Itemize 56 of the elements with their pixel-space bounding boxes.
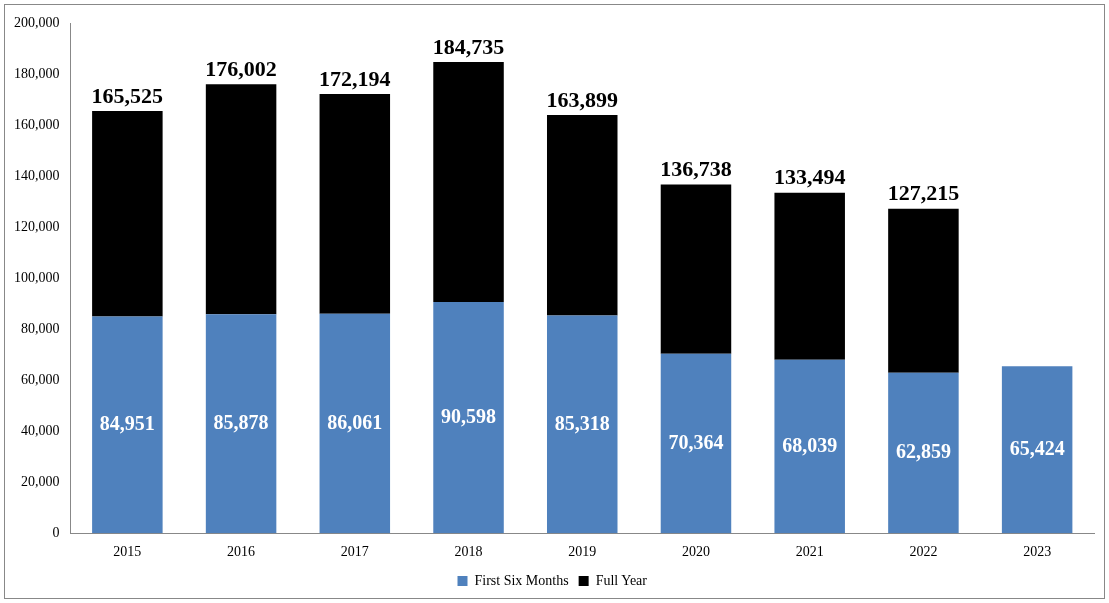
x-tick-label: 2021 [795,544,824,560]
data-label: 86,061 [327,410,383,433]
bar [433,302,504,534]
bar [205,84,277,315]
y-tick-label: 0 [52,524,60,540]
data-label: 85,318 [554,411,610,434]
bar [547,315,618,534]
y-tick-label: 60,000 [21,371,60,387]
y-tick-label: 80,000 [21,320,60,336]
data-label: 90,598 [441,404,497,427]
legend-label: Full Year [595,572,648,588]
total-label: 184,735 [432,33,505,59]
bar [774,192,845,360]
bar [774,359,845,534]
x-tick-label: 2023 [1023,544,1052,560]
legend-label: First Six Months [474,572,569,588]
data-label: 65,424 [1009,436,1065,459]
data-label: 70,364 [668,430,724,453]
total-label: 136,738 [660,156,732,182]
x-tick-label: 2015 [113,544,142,560]
bar [888,372,959,534]
total-label: 133,494 [773,164,846,190]
bar [319,313,391,534]
y-tick-label: 40,000 [21,422,60,438]
y-tick-label: 140,000 [14,167,60,183]
bar [888,208,959,373]
x-tick-label: 2016 [227,544,256,560]
bar [92,316,163,534]
y-tick-label: 100,000 [14,269,60,285]
bar [660,353,732,534]
bar [1001,366,1073,534]
y-tick-label: 160,000 [14,116,60,132]
y-tick-label: 200,000 [14,14,60,30]
bar [547,115,618,316]
x-tick-label: 2017 [340,544,369,560]
y-tick-label: 20,000 [21,473,60,489]
x-tick-label: 2019 [568,544,597,560]
y-tick-label: 180,000 [14,65,60,81]
x-tick-label: 2020 [681,544,710,560]
data-label: 68,039 [782,433,838,456]
bar [319,93,391,314]
y-tick-label: 120,000 [14,218,60,234]
total-label: 127,215 [887,180,960,206]
total-label: 172,194 [319,65,391,91]
data-label: 84,951 [99,412,155,435]
total-label: 176,002 [205,55,277,81]
total-label: 163,899 [546,86,618,112]
bar [660,184,732,354]
bar [205,314,277,534]
x-tick-label: 2018 [454,544,483,560]
data-label: 62,859 [895,440,951,463]
bar [433,61,504,303]
x-tick-label: 2022 [909,544,938,560]
total-label: 165,525 [91,82,164,108]
bar [92,110,163,317]
data-label: 85,878 [213,410,269,433]
